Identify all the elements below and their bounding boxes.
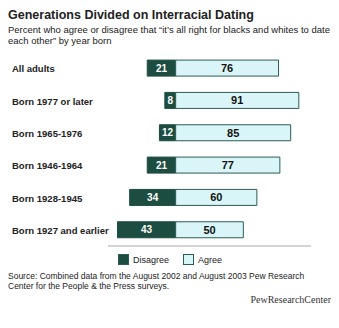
svg-text:Born 1977 or later: Born 1977 or later [12,96,93,107]
svg-text:Born 1946-1964: Born 1946-1964 [12,160,83,171]
html-text:Percent who agree or disagree: Percent who agree or disagree that “it’s… [8,24,330,46]
svg-text:34: 34 [147,192,159,203]
svg-text:60: 60 [210,191,222,203]
svg-text:85: 85 [227,127,239,139]
svg-text:Born 1927 and earlier: Born 1927 and earlier [12,225,109,236]
html-text:Generations Divided on Interra: Generations Divided on Interracial Datin… [8,8,254,22]
svg-text:21: 21 [156,160,168,171]
svg-text:8: 8 [167,95,173,106]
svg-text:43: 43 [141,224,153,235]
html-text:PewResearchCenter: PewResearchCenter [250,294,331,305]
html-text:Source: Combined data from the: Source: Combined data from the August 20… [8,271,305,291]
svg-text:21: 21 [156,63,168,74]
html-text:Disagree: Disagree [133,254,169,265]
svg-text:77: 77 [222,159,234,171]
svg-text:50: 50 [203,224,215,236]
svg-text:76: 76 [221,62,233,74]
svg-text:All adults: All adults [12,63,55,74]
html-text:Agree: Agree [198,254,223,265]
svg-text:91: 91 [231,94,243,106]
svg-text:Born 1928-1945: Born 1928-1945 [12,193,83,204]
svg-text:12: 12 [162,127,174,138]
svg-text:Born 1965-1976: Born 1965-1976 [12,128,82,139]
